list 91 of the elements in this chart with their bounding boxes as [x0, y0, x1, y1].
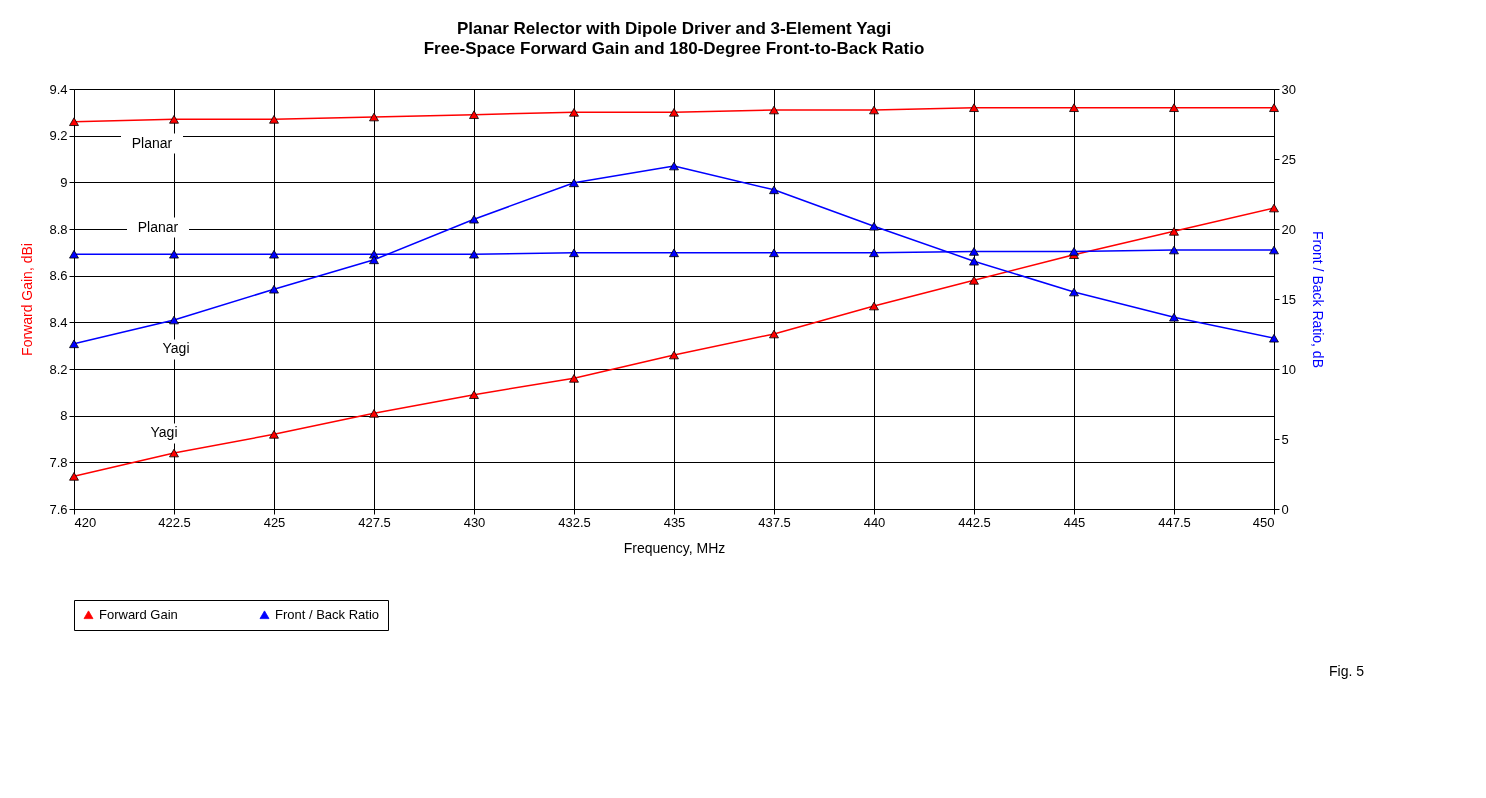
point	[1069, 287, 1079, 297]
point	[969, 276, 979, 285]
point	[369, 409, 379, 418]
point	[569, 108, 579, 117]
point	[269, 430, 279, 439]
x-tick-label: 440	[863, 514, 886, 530]
y-tick-label: 9.4	[49, 81, 68, 97]
x-tick-label: 437.5	[758, 514, 791, 530]
point	[869, 248, 879, 258]
x-tick-label: 447.5	[1158, 514, 1191, 530]
point	[669, 108, 679, 117]
x-tick-label: 450	[1252, 514, 1275, 530]
x-tick-label: 445	[1063, 514, 1086, 530]
y-tick-label: 8.6	[49, 268, 68, 284]
point	[1169, 227, 1179, 236]
point	[469, 390, 479, 399]
y-tick-label: 7.6	[49, 501, 68, 517]
point	[1269, 333, 1279, 343]
point	[169, 115, 179, 124]
legend-label: Front / Back Ratio	[275, 606, 380, 622]
annotation: Yagi	[150, 424, 178, 441]
point	[969, 103, 979, 112]
point	[569, 178, 579, 188]
point	[369, 255, 379, 265]
point	[1069, 103, 1079, 112]
y2-tick-label: 0	[1281, 501, 1289, 517]
x-tick-label: 442.5	[958, 514, 991, 530]
point	[1269, 245, 1279, 255]
y2-tick-label: 20	[1281, 221, 1296, 237]
point	[69, 339, 79, 349]
x-axis-title: Frequency, MHz	[623, 539, 726, 556]
point	[769, 329, 779, 339]
point	[569, 248, 579, 258]
point	[869, 301, 879, 311]
y-tick-label: 9	[60, 174, 68, 190]
y2-tick-label: 30	[1281, 81, 1296, 97]
point	[69, 472, 79, 481]
point	[869, 105, 879, 115]
point	[969, 256, 979, 266]
point	[669, 161, 679, 171]
point	[469, 249, 479, 259]
point	[769, 248, 779, 258]
point	[1269, 203, 1279, 213]
y-tick-label: 8.2	[49, 361, 68, 377]
point	[769, 185, 779, 195]
caption: Fig. 5	[1328, 663, 1365, 679]
point	[569, 374, 579, 383]
x-tick-label: 432.5	[558, 514, 591, 530]
y2-tick-label: 25	[1281, 151, 1296, 167]
y-axis-title: Forward Gain, dBi	[19, 243, 36, 356]
point	[69, 117, 79, 126]
x-tick-label: 420	[74, 514, 97, 530]
x-tick-label: 430	[463, 514, 486, 530]
y-tick-label: 9.2	[49, 128, 68, 144]
point	[1169, 245, 1179, 255]
point	[269, 115, 279, 124]
annotation: Planar	[137, 218, 179, 235]
y2-axis-title: Front / Back Ratio, dB	[1309, 231, 1326, 368]
point	[669, 350, 679, 360]
point	[1169, 103, 1179, 112]
point	[269, 284, 279, 294]
point	[169, 315, 179, 325]
y2-tick-label: 5	[1281, 431, 1289, 447]
point	[469, 110, 479, 119]
chart-subtitle: Free-Space Forward Gain and 180-Degree Front-to-Back Ratio	[423, 39, 925, 58]
chart-title: Planar Relector with Dipole Driver and 3-Element Yagi	[456, 19, 892, 38]
point	[769, 105, 779, 115]
y-tick-label: 8.4	[49, 314, 68, 330]
annotation: Planar	[131, 134, 173, 151]
y2-tick-label: 15	[1281, 291, 1296, 307]
point	[269, 249, 279, 259]
legend-label: Forward Gain	[99, 606, 178, 622]
point	[369, 112, 379, 122]
point	[869, 221, 879, 231]
x-tick-label: 435	[663, 514, 686, 530]
point	[469, 214, 479, 224]
x-tick-label: 422.5	[158, 514, 191, 530]
y2-tick-label: 10	[1281, 361, 1296, 377]
y-tick-label: 7.8	[49, 454, 68, 470]
x-tick-label: 425	[263, 514, 286, 530]
point	[169, 448, 179, 458]
point	[669, 248, 679, 258]
annotation: Yagi	[162, 340, 190, 357]
y-tick-label: 8.8	[49, 221, 68, 237]
point	[1269, 103, 1279, 112]
y-tick-label: 8	[60, 408, 68, 424]
point	[969, 247, 979, 256]
point	[69, 249, 79, 259]
x-tick-label: 427.5	[358, 514, 391, 530]
point	[169, 249, 179, 259]
point	[1169, 312, 1179, 322]
